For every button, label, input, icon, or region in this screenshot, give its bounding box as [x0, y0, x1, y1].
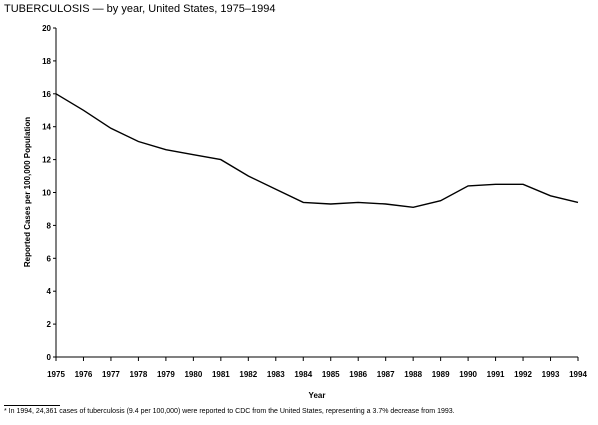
footnote: * In 1994, 24,361 cases of tuberculosis …	[4, 408, 455, 415]
y-tick-label: 12	[42, 156, 51, 165]
x-tick-label: 1976	[75, 370, 93, 379]
x-tick-label: 1983	[267, 370, 285, 379]
data-point	[576, 200, 580, 204]
data-point	[301, 200, 305, 204]
y-tick-label: 4	[47, 287, 52, 296]
x-tick-label: 1977	[102, 370, 120, 379]
data-point	[549, 194, 553, 198]
x-tick-label: 1981	[212, 370, 230, 379]
x-tick-label: 1980	[184, 370, 202, 379]
y-tick-label: 2	[47, 320, 52, 329]
x-tick-label: 1992	[514, 370, 532, 379]
data-point	[136, 140, 140, 144]
data-point	[109, 126, 113, 130]
data-point	[219, 158, 223, 162]
x-tick-label: 1975	[47, 370, 65, 379]
x-tick-label: 1984	[294, 370, 312, 379]
x-tick-label: 1994	[569, 370, 587, 379]
y-axis-ticks: 0 2 4 6 8 10 12 14 16 18 20	[42, 24, 56, 362]
data-point	[439, 199, 443, 203]
data-points	[54, 92, 580, 210]
axes	[55, 28, 578, 358]
data-point	[521, 182, 525, 186]
x-axis-ticks: 1975 1976 1977 1978 1979 1980 1981 1982 1983 1984…	[47, 357, 587, 379]
x-tick-label: 1979	[157, 370, 175, 379]
y-tick-label: 18	[42, 57, 51, 66]
y-tick-label: 6	[47, 254, 52, 263]
data-point	[246, 174, 250, 178]
x-tick-label: 1986	[349, 370, 367, 379]
y-tick-label: 16	[42, 90, 51, 99]
x-axis-label: Year	[309, 391, 326, 400]
data-point	[466, 184, 470, 188]
x-tick-label: 1978	[130, 370, 148, 379]
x-tick-label: 1990	[459, 370, 477, 379]
y-tick-label: 14	[42, 123, 51, 132]
chart-title: TUBERCULOSIS — by year, United States, 1…	[4, 3, 276, 15]
data-point	[411, 205, 415, 209]
data-point	[384, 202, 388, 206]
x-tick-label: 1987	[377, 370, 395, 379]
y-tick-label: 10	[42, 189, 51, 198]
x-tick-label: 1993	[542, 370, 560, 379]
data-point	[356, 200, 360, 204]
data-point	[494, 182, 498, 186]
footnote-rule	[4, 405, 60, 406]
y-axis-label: Reported Cases per 100,000 Population	[23, 117, 32, 267]
y-tick-label: 20	[42, 24, 51, 33]
x-tick-label: 1991	[487, 370, 505, 379]
x-tick-label: 1988	[404, 370, 422, 379]
data-point	[191, 153, 195, 157]
data-point	[329, 202, 333, 206]
x-tick-label: 1989	[432, 370, 450, 379]
x-tick-label: 1982	[239, 370, 257, 379]
y-tick-label: 0	[47, 353, 52, 362]
series-line	[55, 93, 579, 209]
y-tick-label: 8	[47, 221, 52, 230]
data-point	[54, 92, 58, 96]
data-point	[164, 148, 168, 152]
x-tick-label: 1985	[322, 370, 340, 379]
data-point	[81, 108, 85, 112]
data-point	[274, 187, 278, 191]
